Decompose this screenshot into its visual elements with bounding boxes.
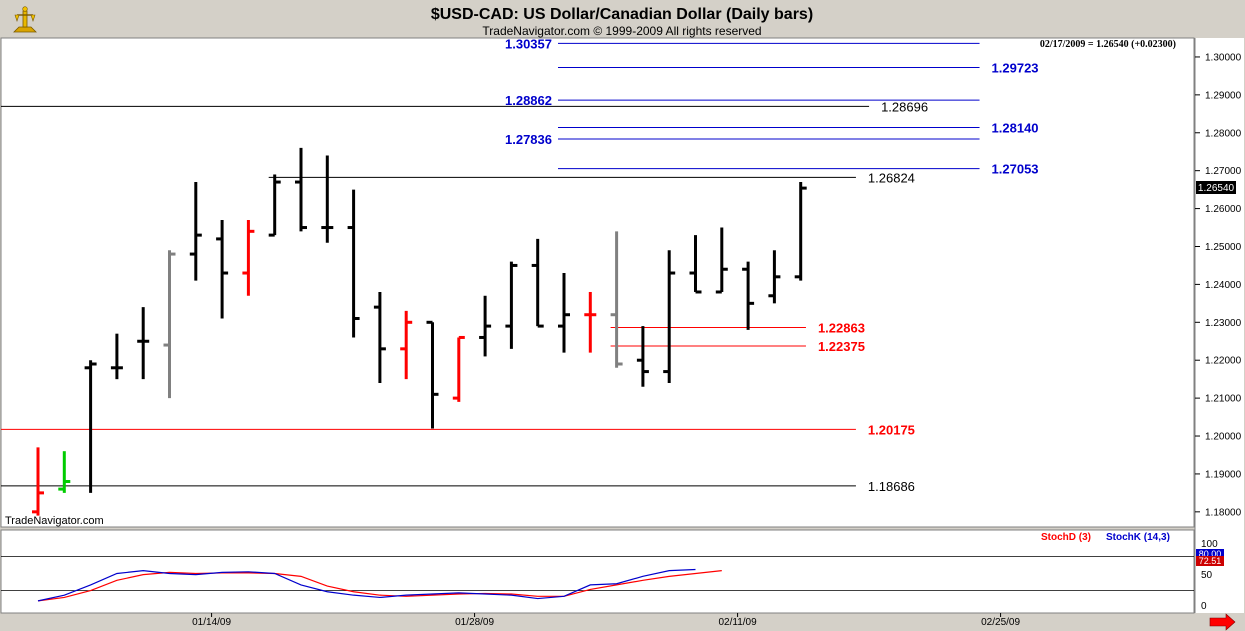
price-axis [1195,38,1244,613]
level-label: 1.18686 [868,479,915,494]
y-tick-label: 1.19000 [1205,469,1242,480]
price-bars [32,147,807,516]
stochd-value-box [1196,556,1224,566]
y-tick-label: 1.18000 [1205,507,1242,518]
indicator-panel [0,529,1195,614]
price-panel [0,37,1195,528]
level-label: 1.29723 [992,60,1039,75]
stochk-value: 80.00 [1199,549,1222,559]
trade-navigator-logo-icon[interactable] [13,6,37,33]
y-tick-label: 1.23000 [1205,318,1242,329]
x-tick-label: 01/14/09 [192,617,231,628]
x-tick-label: 01/28/09 [455,617,494,628]
indicator-tick-50: 50 [1201,570,1213,581]
y-axis-ticks: 1.30000 1.29000 1.28000 1.27000 1.26000 1.250… [1195,52,1242,518]
x-tick-label: 02/11/09 [718,617,757,628]
stochd-legend: StochD (3) [1041,532,1091,543]
level-label: 1.30357 [505,36,552,51]
y-tick-label: 1.27000 [1205,166,1242,177]
level-label: 1.27836 [505,132,552,147]
level-label: 1.27053 [992,162,1039,177]
indicator-tick-100: 100 [1201,539,1218,550]
level-lines: 1.30357 1.29723 1.28862 1.28696 1.28140 1.278… [1,36,1039,494]
stochd-line [37,570,722,602]
y-tick-label: 1.20000 [1205,432,1242,443]
level-label: 1.28696 [881,99,928,114]
x-tick-label: 02/25/09 [981,617,1020,628]
stochd-value: 72.51 [1199,556,1222,566]
copyright-notice: TradeNavigator.com © 1999-2009 All right… [482,24,761,38]
stochk-legend: StochK (14,3) [1106,532,1170,543]
y-tick-label: 1.22000 [1205,356,1242,367]
y-tick-label: 1.24000 [1205,280,1242,291]
level-label: 1.26824 [868,170,915,185]
y-tick-label: 1.29000 [1205,90,1242,101]
level-label: 1.22375 [818,339,865,354]
y-tick-label: 1.21000 [1205,394,1242,405]
x-axis-ticks: 01/14/09 01/28/09 02/11/09 02/25/09 [192,613,1020,628]
chart-title: $USD-CAD: US Dollar/Canadian Dollar (Dai… [431,6,813,23]
y-tick-label: 1.28000 [1205,128,1242,139]
scroll-right-arrow-icon[interactable] [1206,613,1236,631]
last-price-label: 1.26540 [1198,183,1235,194]
last-price-box [1196,181,1236,194]
y-tick-label: 1.25000 [1205,242,1242,253]
watermark: TradeNavigator.com [5,515,104,527]
indicator-tick-0: 0 [1201,601,1207,612]
level-label: 1.28862 [505,93,552,108]
level-label: 1.28140 [992,120,1039,135]
level-label: 1.20175 [868,422,915,437]
y-tick-label: 1.30000 [1205,52,1242,63]
stochk-line [37,568,696,602]
y-tick-label: 1.26000 [1205,204,1242,215]
level-label: 1.22863 [818,320,865,335]
stochk-value-box [1196,549,1224,559]
last-quote-label: 02/17/2009 = 1.26540 (+0.02300) [1040,39,1176,50]
stochastic-lines [1,556,1194,602]
